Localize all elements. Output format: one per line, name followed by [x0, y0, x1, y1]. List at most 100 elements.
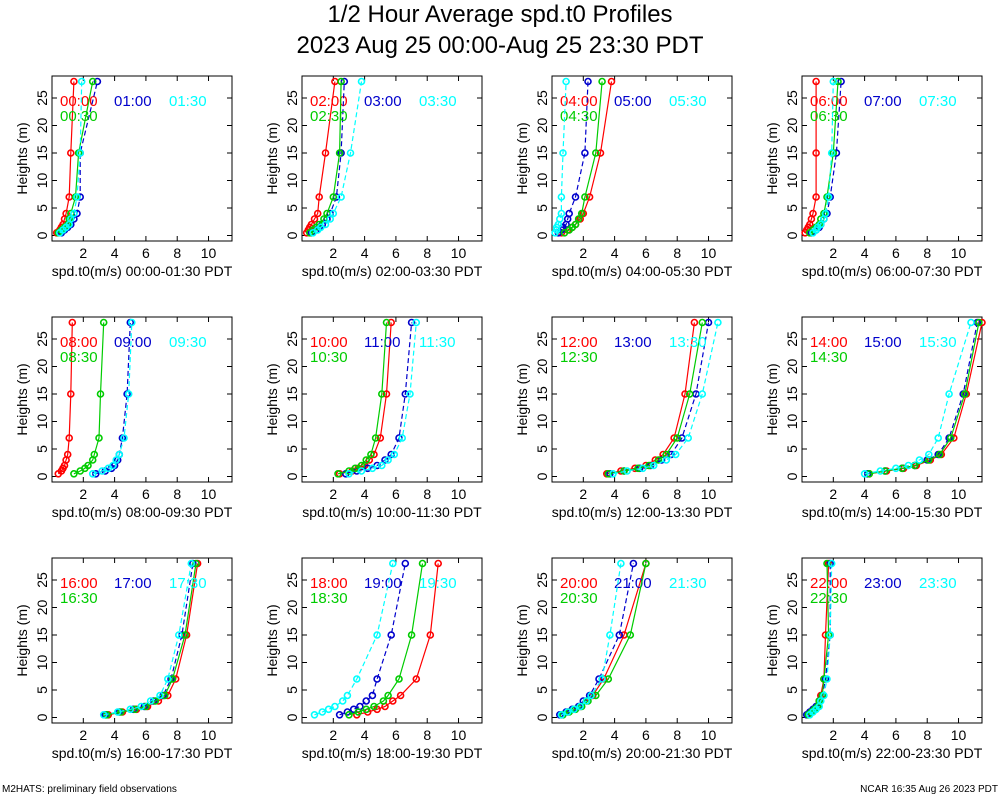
data-point: [338, 697, 347, 705]
data-point: [370, 702, 378, 711]
data-point: [812, 193, 820, 201]
plot-frame: [551, 75, 733, 242]
series-line-0500: [557, 81, 589, 234]
x-tick-label: 6: [892, 486, 900, 502]
data-point: [834, 77, 842, 86]
y-axis-label: Heights (m): [514, 604, 530, 676]
x-tick-label: 2: [329, 486, 337, 502]
series-line-0530: [554, 81, 567, 234]
y-tick-label: 20: [34, 600, 50, 616]
data-point: [823, 675, 831, 683]
panel-4: 2 4 6 8 10 0 5 10 15 20 25 spd.t0(m/s) 06:00-07:30 …: [764, 75, 983, 279]
y-tick-label: 20: [284, 600, 300, 616]
data-point: [904, 461, 913, 470]
x-tick-label: 4: [611, 727, 619, 743]
data-point: [382, 390, 391, 398]
data-point: [99, 318, 108, 327]
y-tick-label: 10: [784, 414, 800, 430]
legend-entry: 19:30: [419, 575, 457, 592]
x-tick-label: 8: [673, 727, 681, 743]
data-point: [343, 691, 352, 700]
data-point: [377, 390, 386, 398]
panel-5: 2 4 6 8 10 0 5 10 15 20 25 spd.t0(m/s) 08:00-09:30 …: [14, 316, 233, 520]
data-point: [581, 193, 589, 201]
data-point: [373, 631, 381, 639]
data-point: [113, 708, 122, 716]
data-point: [595, 675, 603, 683]
x-tick-label: 10: [951, 486, 967, 502]
y-tick-label: 15: [784, 386, 800, 402]
data-point: [115, 450, 124, 459]
y-tick-label: 5: [34, 204, 50, 212]
y-tick-label: 10: [34, 655, 50, 671]
y-axis-label: Heights (m): [264, 363, 280, 435]
x-tick-label: 10: [201, 727, 217, 743]
y-tick-label: 5: [34, 445, 50, 453]
data-point: [606, 631, 614, 639]
y-axis-label: Heights (m): [764, 122, 780, 194]
data-point: [407, 318, 416, 327]
legend-entry: 15:30: [919, 334, 957, 351]
x-tick-label: 6: [142, 727, 150, 743]
data-point: [571, 193, 580, 201]
x-tick-label: 2: [329, 727, 337, 743]
data-point: [945, 390, 953, 398]
data-point: [357, 467, 366, 475]
x-tick-label: 2: [79, 486, 87, 502]
data-point: [310, 710, 319, 719]
data-point: [698, 390, 707, 398]
data-point: [876, 467, 885, 475]
y-tick-label: 0: [34, 231, 50, 239]
data-point: [62, 209, 70, 218]
legend-entry: 08:30: [60, 349, 98, 366]
x-axis-label: spd.t0(m/s) 12:00-13:30 PDT: [552, 504, 733, 520]
x-tick-label: 4: [111, 727, 119, 743]
legend-entry: 11:00: [364, 334, 400, 351]
legend-entry: 10:30: [310, 349, 348, 366]
y-tick-label: 0: [284, 231, 300, 239]
data-point: [313, 209, 322, 218]
y-tick-label: 25: [284, 90, 300, 106]
data-point: [335, 710, 344, 719]
plot-frame: [51, 557, 233, 724]
panel-1: 2 4 6 8 10 0 5 10 15 20 25 spd.t0(m/s) 00:00-01:30 …: [14, 75, 233, 279]
data-point: [620, 467, 628, 475]
series-line-2130: [561, 563, 622, 716]
data-point: [373, 675, 381, 683]
legend-entry: 00:30: [60, 108, 98, 125]
panel-9: 2 4 6 8 10 0 5 10 15 20 25 spd.t0(m/s) 16:00-17:30 …: [14, 557, 233, 761]
y-tick-label: 0: [784, 231, 800, 239]
y-tick-label: 25: [34, 572, 50, 588]
y-tick-label: 5: [534, 445, 550, 453]
data-point: [626, 631, 635, 639]
data-point: [395, 675, 403, 683]
y-tick-label: 5: [284, 686, 300, 694]
x-tick-label: 6: [392, 727, 400, 743]
data-point: [128, 318, 136, 327]
legend-entry: 18:30: [310, 590, 348, 607]
data-point: [376, 434, 385, 442]
legend-entry: 04:00: [560, 93, 598, 110]
series-line-1430: [869, 322, 980, 475]
data-point: [654, 456, 663, 464]
series-line-0130: [59, 81, 83, 234]
footer-left: M2HATS: preliminary field observations: [2, 784, 177, 795]
legend-entry: 04:30: [560, 108, 598, 125]
data-point: [563, 708, 572, 716]
x-tick-label: 8: [423, 727, 431, 743]
y-tick-label: 5: [284, 204, 300, 212]
data-point: [368, 464, 377, 473]
y-axis-label: Heights (m): [764, 604, 780, 676]
y-tick-label: 5: [784, 204, 800, 212]
series-line-0730: [812, 81, 834, 234]
y-axis-label: Heights (m): [764, 363, 780, 435]
legend-entry: 17:00: [114, 575, 152, 592]
y-tick-label: 10: [284, 414, 300, 430]
chart-title: 1/2 Hour Average spd.t0 Profiles: [327, 1, 672, 28]
y-tick-label: 20: [534, 600, 550, 616]
data-point: [362, 456, 371, 464]
y-axis-label: Heights (m): [264, 122, 280, 194]
data-point: [109, 461, 117, 470]
data-point: [388, 559, 397, 568]
